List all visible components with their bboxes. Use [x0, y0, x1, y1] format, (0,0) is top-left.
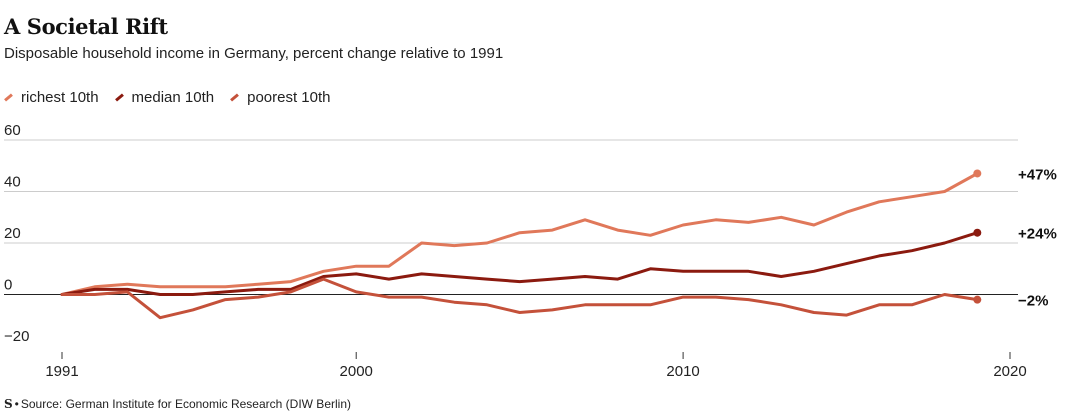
series-endpoint-richest	[973, 169, 982, 178]
series-endpoint-poorest	[973, 295, 982, 304]
y-tick-label-40: 40	[4, 174, 21, 191]
source-text: Source: German Institute for Economic Re…	[20, 397, 351, 411]
x-tick-label-1991: 1991	[45, 363, 78, 380]
chart-subtitle: Disposable household income in Germany, …	[4, 45, 504, 62]
series-endpoint-median	[973, 228, 982, 237]
chart-title: A Societal Rift	[4, 14, 168, 39]
legend: richest 10th median 10th poorest 10th	[4, 89, 331, 106]
x-tick-label-2020: 2020	[993, 363, 1026, 380]
bullet-dot: •	[14, 397, 19, 411]
legend-label-median: median 10th	[131, 89, 215, 106]
end-label-median: +24%	[1018, 226, 1057, 243]
y-tick-label-0: 0	[4, 277, 12, 294]
legend-label-richest: richest 10th	[21, 89, 99, 106]
y-tick-label-20: 20	[4, 225, 21, 242]
x-tick-label-2010: 2010	[666, 363, 699, 380]
line-chart: 60 40 20 0 −20 1991 2000 2010 2020 +47% +24% −2%	[4, 122, 1057, 380]
legend-label-poorest: poorest 10th	[247, 89, 331, 106]
publisher-logo: S	[4, 397, 13, 411]
series-line-median	[60, 231, 979, 296]
end-label-richest: +47%	[1018, 166, 1057, 183]
legend-item-poorest: poorest 10th	[230, 89, 331, 106]
end-label-poorest: −2%	[1018, 293, 1048, 310]
y-tick-label--20: −20	[4, 328, 29, 345]
legend-item-richest: richest 10th	[4, 89, 99, 106]
y-tick-label-60: 60	[4, 122, 21, 139]
series-line-poorest	[60, 277, 979, 320]
x-tick-label-2000: 2000	[340, 363, 373, 380]
legend-item-median: median 10th	[114, 89, 215, 106]
series-line-richest	[60, 172, 979, 296]
source-note: S • Source: German Institute for Economi…	[4, 397, 351, 411]
